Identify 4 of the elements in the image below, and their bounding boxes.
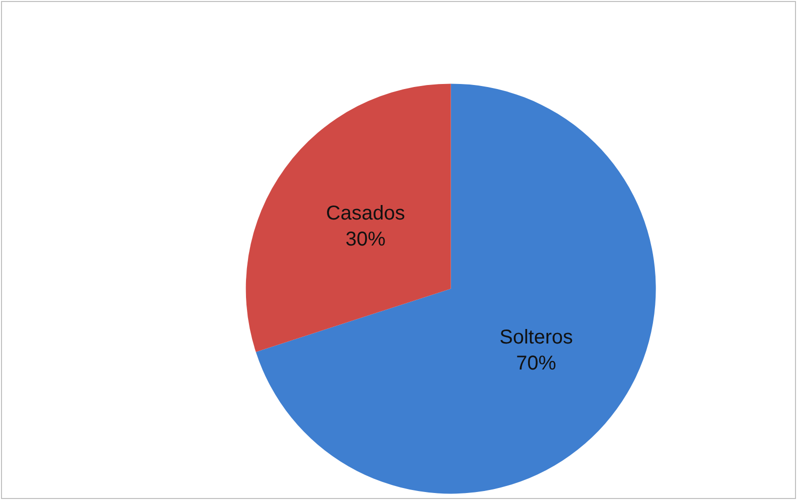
data-label: 70% <box>516 352 556 375</box>
slice-label: Solteros <box>500 326 573 349</box>
data-label: 30% <box>345 228 386 251</box>
slice-label: Casados <box>326 202 405 225</box>
